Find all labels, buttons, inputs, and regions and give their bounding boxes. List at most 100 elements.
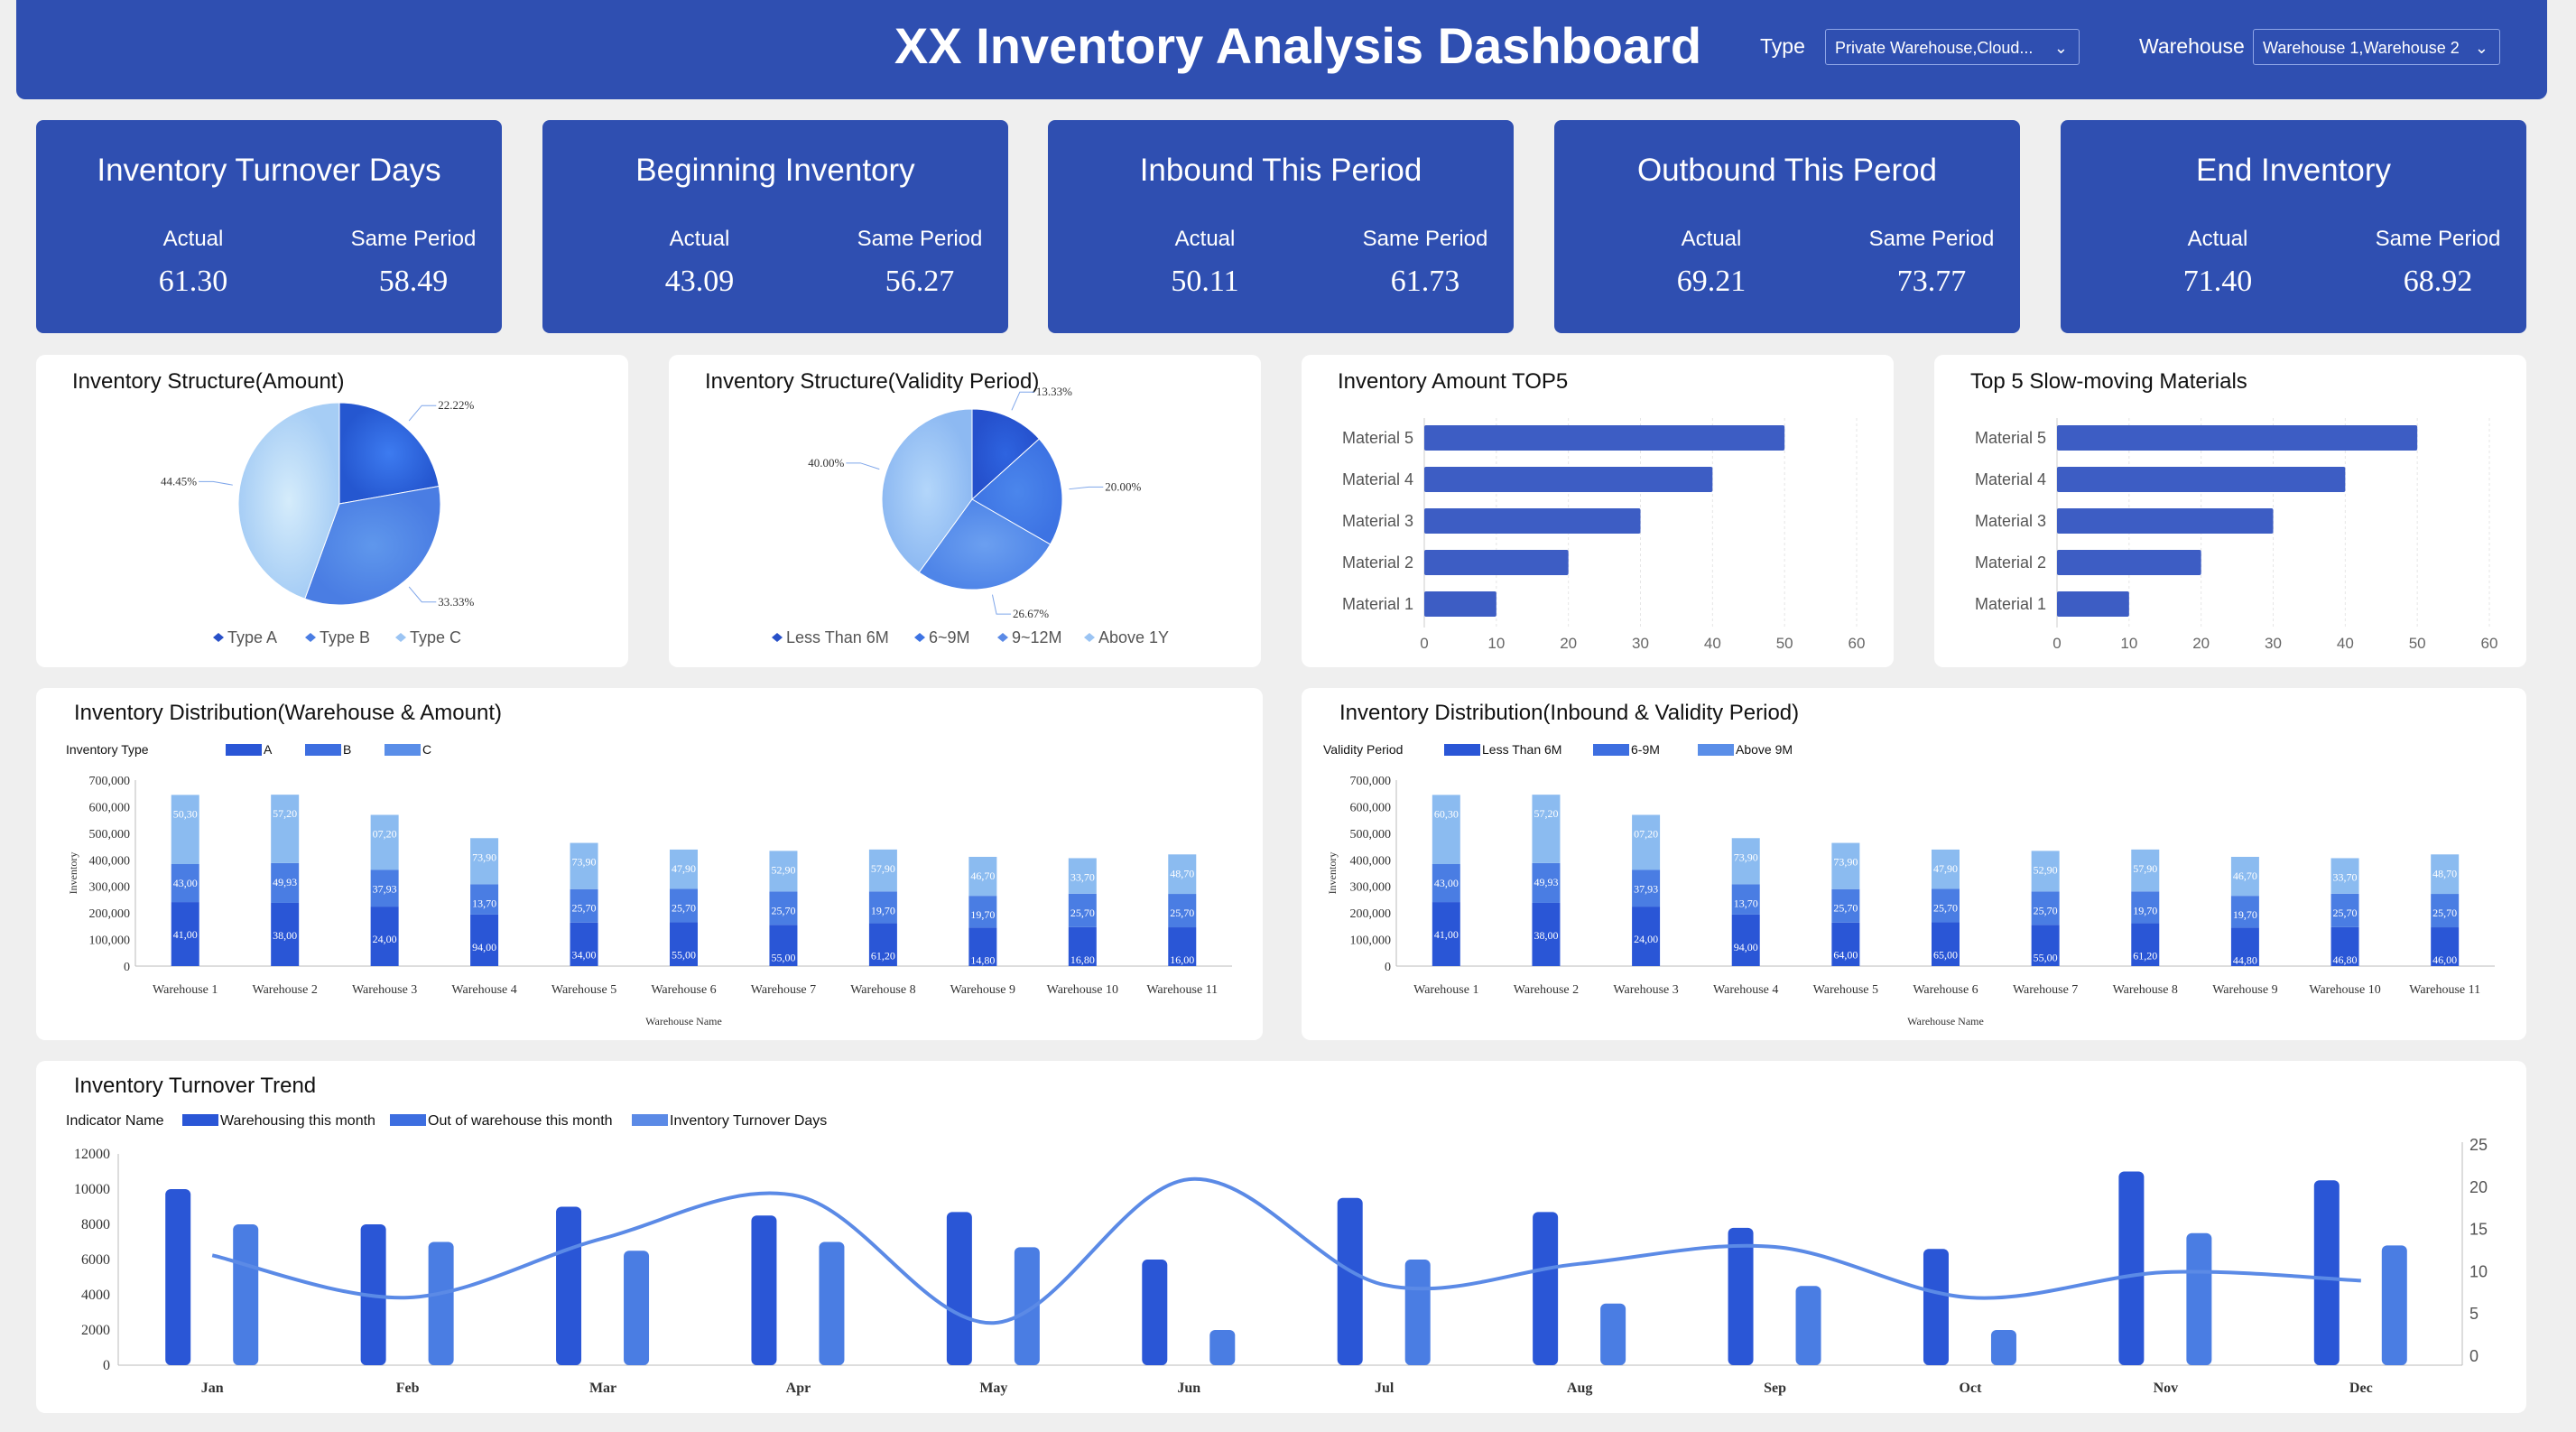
bar-warehousing bbox=[1337, 1197, 1363, 1365]
x-category-label: Jun bbox=[1177, 1381, 1200, 1396]
bar-data-label: 13,70 bbox=[472, 897, 496, 909]
legend-label: Above 9M bbox=[1736, 742, 1793, 757]
page-title: XX Inventory Analysis Dashboard bbox=[894, 17, 1702, 74]
bar bbox=[2057, 508, 2274, 534]
bar-data-label: 48,70 bbox=[1170, 867, 1194, 879]
bar-data-label: 46,70 bbox=[2233, 869, 2257, 882]
kpi-same-period-value: 61.73 bbox=[1390, 265, 1460, 298]
x-tick-label: 60 bbox=[1849, 635, 1866, 652]
stacked-bar-segment bbox=[769, 851, 798, 892]
y-tick-label: 300,000 bbox=[1350, 881, 1392, 895]
stacked-bar-segment bbox=[2230, 927, 2259, 966]
stacked-bar-segment bbox=[1068, 858, 1097, 894]
x-category-label: Warehouse 9 bbox=[2212, 983, 2277, 997]
legend-swatch bbox=[182, 1114, 218, 1126]
pie-leader-line bbox=[1011, 391, 1034, 411]
bar-data-label: 25,70 bbox=[1170, 907, 1194, 919]
kpi-title: Outbound This Perod bbox=[1636, 153, 1938, 188]
x-tick-label: 40 bbox=[2337, 635, 2354, 652]
y-tick-label: 100,000 bbox=[1350, 935, 1392, 948]
x-category-label: Warehouse 9 bbox=[950, 983, 1015, 997]
legend-swatch bbox=[632, 1114, 668, 1126]
type-filter-value: Private Warehouse,Cloud... bbox=[1835, 39, 2034, 57]
legend-diamond-icon bbox=[772, 633, 783, 642]
x-category-label: Warehouse 2 bbox=[253, 983, 318, 997]
bar-warehousing bbox=[2118, 1171, 2145, 1365]
bar-outbound bbox=[1014, 1247, 1040, 1365]
stacked-bar-segment bbox=[370, 907, 399, 966]
pie-slice bbox=[918, 498, 1052, 590]
legend-label: Warehousing this month bbox=[220, 1113, 375, 1129]
bar-data-label: 25,70 bbox=[572, 902, 597, 915]
stacked-bar-segment bbox=[2330, 893, 2359, 927]
pie-leader-line bbox=[408, 404, 437, 422]
legend-label: Type A bbox=[227, 628, 277, 646]
kpi-actual-label: Actual bbox=[1681, 227, 1742, 251]
x-category-label: Warehouse 3 bbox=[1613, 983, 1678, 997]
legend-label: Above 1Y bbox=[1098, 628, 1169, 646]
legend-diamond-icon bbox=[914, 633, 925, 642]
kpi-actual-label: Actual bbox=[1174, 227, 1236, 251]
bar-outbound bbox=[1404, 1260, 1431, 1365]
chart-title: Inventory Structure(Amount) bbox=[72, 369, 345, 394]
stacked-bar-segment bbox=[1632, 907, 1661, 966]
y-category-label: Material 1 bbox=[1975, 595, 2046, 613]
y-tick-label: 700,000 bbox=[1350, 775, 1392, 788]
kpi-actual-label: Actual bbox=[162, 227, 224, 251]
stacked-bar-segment bbox=[1932, 888, 1960, 923]
stacked-bar-segment bbox=[2031, 851, 2060, 892]
y-category-label: Material 2 bbox=[1342, 553, 1413, 572]
stack-card-validity: Inventory Distribution(Inbound & Validit… bbox=[1302, 688, 2526, 1040]
bar-data-label: 24,00 bbox=[1634, 933, 1658, 945]
x-category-label: Oct bbox=[1960, 1381, 1983, 1396]
bar-warehousing bbox=[751, 1215, 777, 1365]
x-tick-label: 0 bbox=[1420, 635, 1428, 652]
bar-data-label: 25,70 bbox=[2432, 907, 2457, 919]
y-left-tick-label: 2000 bbox=[81, 1323, 110, 1338]
stacked-bar-segment bbox=[968, 896, 997, 928]
y-left-tick-label: 10000 bbox=[74, 1182, 110, 1197]
kpi-actual-value: 43.09 bbox=[664, 265, 735, 298]
stacked-bar-segment bbox=[1731, 914, 1760, 966]
x-axis-title: Warehouse Name bbox=[1907, 1015, 1984, 1028]
bar bbox=[2057, 425, 2418, 451]
y-left-tick-label: 0 bbox=[103, 1358, 110, 1373]
bar-data-label: 57,20 bbox=[1534, 807, 1558, 820]
x-category-label: Sep bbox=[1764, 1381, 1786, 1396]
stacked-bar-segment bbox=[1168, 894, 1197, 928]
bar-data-label: 14,80 bbox=[970, 953, 995, 966]
bar-data-label: 55,00 bbox=[771, 951, 795, 963]
stacked-bar-segment bbox=[171, 902, 199, 966]
x-category-label: Jul bbox=[1375, 1381, 1395, 1396]
pie-slice bbox=[338, 402, 440, 505]
legend-label: 9~12M bbox=[1012, 628, 1062, 646]
bar bbox=[1424, 591, 1496, 617]
warehouse-filter-label: Warehouse bbox=[2139, 34, 2245, 58]
y-axis-title: Inventory bbox=[1326, 852, 1339, 895]
kpi-same-period-value: 73.77 bbox=[1896, 265, 1967, 298]
x-category-label: Nov bbox=[2154, 1381, 2179, 1396]
y-category-label: Material 4 bbox=[1975, 470, 2046, 488]
bar-data-label: 38,00 bbox=[273, 929, 297, 942]
y-right-tick-label: 0 bbox=[2469, 1347, 2479, 1365]
stacked-bar-segment bbox=[271, 862, 300, 903]
y-tick-label: 0 bbox=[1385, 961, 1391, 974]
stacked-bar-segment bbox=[570, 888, 598, 923]
y-tick-label: 100,000 bbox=[89, 935, 131, 948]
pie-value-label: 22.22% bbox=[438, 398, 474, 412]
x-tick-label: 0 bbox=[2052, 635, 2061, 652]
type-filter-select[interactable]: Private Warehouse,Cloud... ⌄ bbox=[1825, 29, 2080, 65]
stacked-bar-segment bbox=[271, 902, 300, 966]
legend-swatch bbox=[1698, 744, 1734, 756]
y-category-label: Material 3 bbox=[1975, 512, 2046, 530]
x-category-label: Aug bbox=[1567, 1381, 1592, 1396]
warehouse-filter-select[interactable]: Warehouse 1,Warehouse 2 ⌄ bbox=[2253, 29, 2500, 65]
stacked-chart-warehouse: Inventory Type A B C 700,000 600,000 500,000 40… bbox=[66, 742, 1232, 1028]
bar-data-label: 46,70 bbox=[970, 869, 995, 882]
bar-data-label: 61,20 bbox=[2133, 950, 2157, 962]
kpi-same-period-label: Same Period bbox=[857, 227, 983, 251]
stacked-bar-segment bbox=[1168, 854, 1197, 895]
bar-data-label: 44,80 bbox=[2233, 953, 2257, 966]
stacked-bar-segment bbox=[1068, 926, 1097, 966]
bar-data-label: 16,80 bbox=[1070, 953, 1095, 966]
